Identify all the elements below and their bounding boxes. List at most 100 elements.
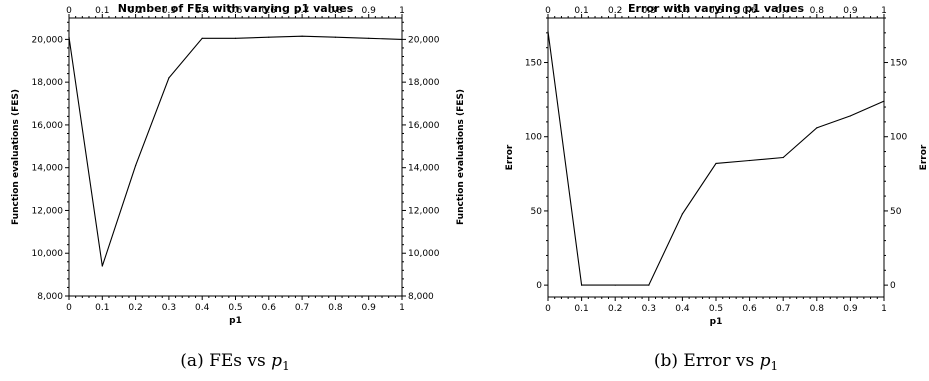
y-tick-label-left: 100 <box>525 133 542 143</box>
x-tick-label-bottom: 0.5 <box>228 303 242 313</box>
data-point <box>883 100 885 102</box>
x-tick-label-bottom: 0.9 <box>362 303 377 313</box>
x-tick-label-top: 0.1 <box>95 6 109 16</box>
y-tick-label-left: 10,000 <box>32 249 64 259</box>
data-point <box>401 38 403 40</box>
y-tick-label-left: 8,000 <box>37 292 63 302</box>
x-tick-label-bottom: 0.8 <box>328 303 343 313</box>
y-tick-label-right: 50 <box>890 207 902 217</box>
x-tick-label-bottom: 1 <box>881 304 887 314</box>
y-tick-label-right: 150 <box>890 59 907 69</box>
series-line <box>68 35 403 267</box>
y-axis-label-left: Function evaluations (FES) <box>11 89 21 225</box>
x-tick-label-top: 0.6 <box>262 6 277 16</box>
y-tick-label-left: 16,000 <box>32 121 64 131</box>
caption-text: (a) FEs vs <box>180 351 271 371</box>
x-tick-label-top: 0 <box>66 6 72 16</box>
x-tick-label-bottom: 0 <box>545 304 551 314</box>
x-tick-label-bottom: 0.9 <box>843 304 858 314</box>
x-tick-label-top: 0.9 <box>843 6 858 16</box>
chart-title: Number of FEs with varying p1 values <box>118 2 354 15</box>
x-tick-label-bottom: 1 <box>399 303 405 313</box>
y-tick-label-right: 20,000 <box>408 35 440 45</box>
x-tick-label-top: 0 <box>545 6 551 16</box>
x-tick-label-bottom: 0.1 <box>574 304 588 314</box>
data-point <box>849 115 852 117</box>
data-point <box>201 37 203 39</box>
data-point <box>581 284 583 286</box>
data-point <box>681 213 684 215</box>
chart-title: Error with varying p1 values <box>628 2 805 15</box>
x-tick-label-top: 0.6 <box>742 6 757 16</box>
y-tick-label-left: 14,000 <box>32 164 64 174</box>
caption-variable: p <box>760 351 771 371</box>
x-tick-label-bottom: 0.1 <box>95 303 109 313</box>
y-tick-label-left: 0 <box>536 281 542 291</box>
x-tick-label-top: 0.3 <box>642 6 656 16</box>
x-tick-label-top: 0.8 <box>810 6 825 16</box>
data-point <box>68 36 70 38</box>
data-point <box>749 159 751 162</box>
x-tick-label-top: 0.5 <box>228 6 242 16</box>
y-tick-label-left: 18,000 <box>32 78 64 88</box>
data-point <box>614 284 616 286</box>
y-tick-label-left: 50 <box>531 207 543 217</box>
x-tick-label-bottom: 0.6 <box>742 304 757 314</box>
data-point <box>648 284 650 286</box>
data-point <box>234 37 237 39</box>
x-tick-label-top: 0.9 <box>362 6 377 16</box>
figure-caption: (a) FEs vs p1 <box>180 351 289 373</box>
x-tick-label-top: 0.4 <box>675 6 690 16</box>
y-tick-label-left: 150 <box>525 59 542 69</box>
x-axis-label: p1 <box>229 316 242 326</box>
caption-subscript: 1 <box>282 359 290 373</box>
x-tick-label-top: 0.1 <box>574 6 588 16</box>
x-tick-label-top: 0.7 <box>776 6 790 16</box>
x-tick-label-top: 1 <box>399 6 405 16</box>
y-tick-label-left: 20,000 <box>32 35 64 45</box>
data-point <box>301 35 303 37</box>
x-tick-label-top: 0.4 <box>195 6 210 16</box>
x-tick-label-top: 1 <box>881 6 887 16</box>
x-tick-label-bottom: 0 <box>66 303 72 313</box>
x-axis-label: p1 <box>710 317 723 327</box>
x-tick-label-bottom: 0.3 <box>162 303 176 313</box>
y-tick-label-right: 12,000 <box>408 206 440 216</box>
x-tick-label-bottom: 0.5 <box>709 304 723 314</box>
x-tick-label-bottom: 0.7 <box>776 304 790 314</box>
plot-frame <box>547 17 885 298</box>
y-tick-label-right: 0 <box>890 281 896 291</box>
y-tick-label-right: 10,000 <box>408 249 440 259</box>
y-tick-label-right: 100 <box>890 133 907 143</box>
x-tick-label-bottom: 0.4 <box>195 303 210 313</box>
series-line <box>547 31 885 286</box>
data-point <box>168 77 170 79</box>
x-tick-label-top: 0.8 <box>328 6 343 16</box>
x-tick-label-bottom: 0.4 <box>675 304 690 314</box>
x-tick-label-bottom: 0.2 <box>128 303 142 313</box>
chart-fes: Number of FEs with varying p1 values 0 0 0.… <box>11 2 466 373</box>
caption-text: (b) Error vs <box>654 351 760 371</box>
x-tick-label-top: 0.2 <box>128 6 142 16</box>
y-axis-label-right: Error <box>919 144 929 170</box>
data-point <box>334 36 336 38</box>
data-point <box>368 37 370 39</box>
chart-error: Error with varying p1 values 0 0 0.1 0.1 0.2 0… <box>505 2 929 373</box>
caption-subscript: 1 <box>770 359 778 373</box>
data-point <box>101 265 103 267</box>
caption-variable: p <box>271 351 282 371</box>
x-tick-label-top: 0.5 <box>709 6 723 16</box>
x-tick-label-top: 0.7 <box>295 6 309 16</box>
x-tick-label-bottom: 0.6 <box>262 303 277 313</box>
y-tick-label-right: 16,000 <box>408 121 440 131</box>
data-point <box>135 164 137 167</box>
plot-frame <box>68 17 403 297</box>
x-tick-label-bottom: 0.3 <box>642 304 656 314</box>
x-tick-label-bottom: 0.7 <box>295 303 309 313</box>
x-tick-label-bottom: 0.8 <box>810 304 825 314</box>
y-tick-label-left: 12,000 <box>32 206 64 216</box>
figure-caption: (b) Error vs p1 <box>654 351 778 373</box>
y-tick-label-right: 18,000 <box>408 78 440 88</box>
data-point <box>782 156 784 159</box>
